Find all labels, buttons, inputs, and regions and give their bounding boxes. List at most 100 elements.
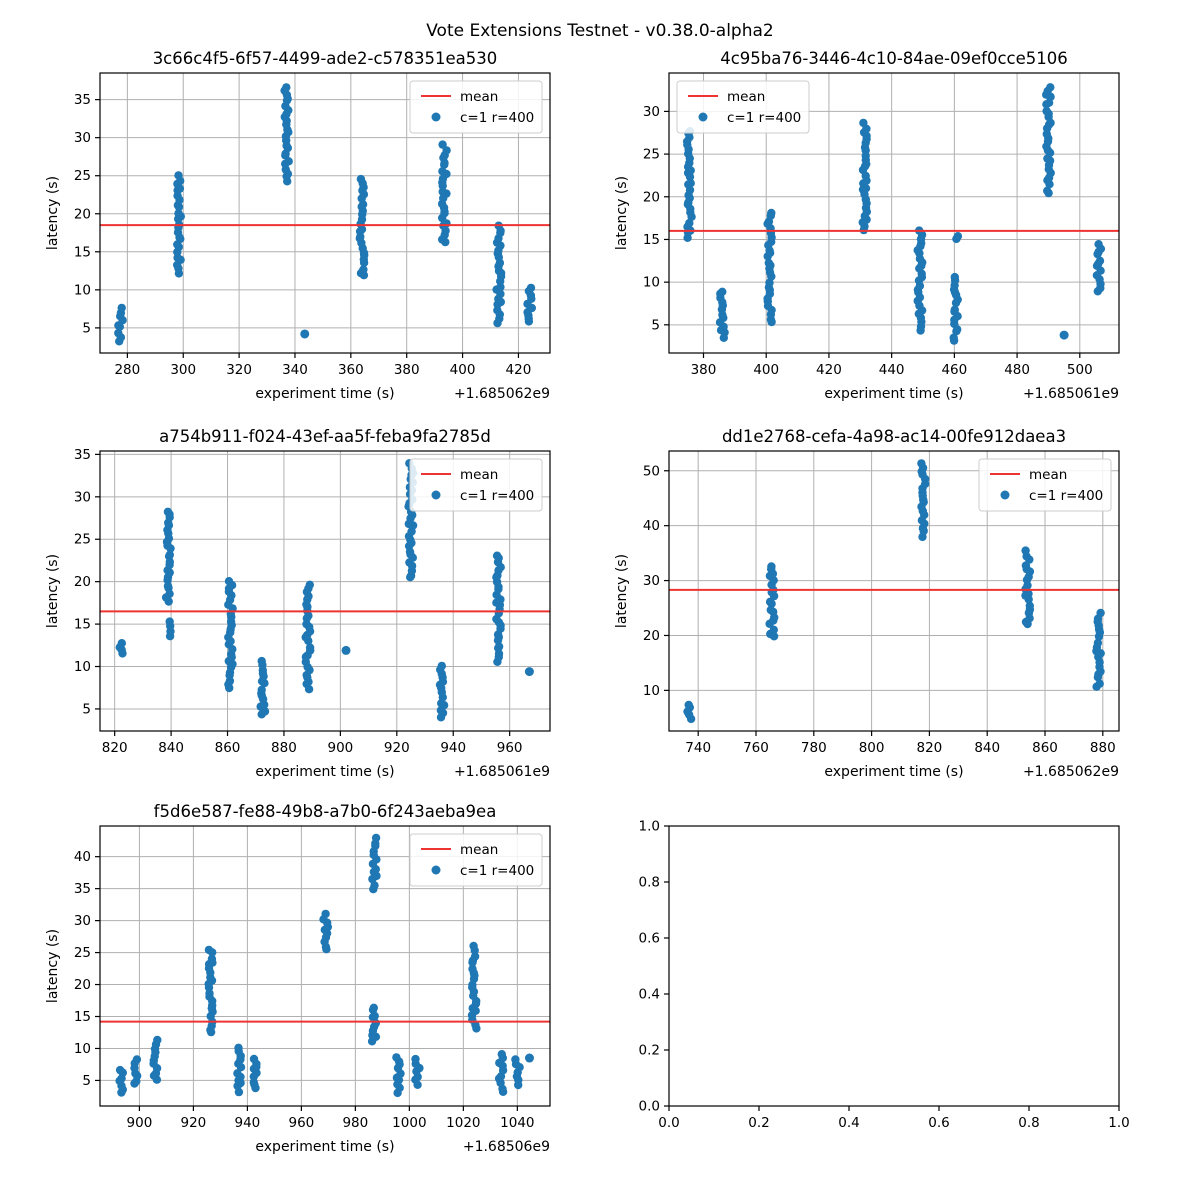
y-tick-label: 5 [651, 317, 660, 333]
x-tick-label: 940 [440, 740, 466, 756]
subplot-title: f5d6e587-fe88-49b8-a7b0-6f243aeba9ea [154, 802, 497, 821]
subplot-5: 900 920 940 960 980 1000 1020 1040 5 10 15 20 25 30 35… [45, 802, 551, 1155]
y-tick-label: 15 [74, 617, 91, 633]
scatter-point [392, 1053, 401, 1062]
scatter-point [511, 1055, 520, 1064]
scatter-point [115, 1065, 125, 1075]
x-tick-label: 1020 [446, 1115, 480, 1131]
scatter-point [117, 303, 126, 313]
x-tick-label: 280 [114, 362, 140, 378]
x-offset-label: +1.68506e9 [463, 1139, 550, 1155]
ticks: 0.0 0.2 0.4 0.6 0.8 1.0 0.0 0.2 0.4 0.6 0.8 1.0 [639, 819, 1130, 1132]
y-tick-label: 5 [82, 701, 91, 717]
x-tick-label: 1000 [392, 1115, 426, 1131]
scatter-point [1096, 608, 1105, 618]
y-tick-label: 35 [74, 447, 91, 463]
x-tick-label: 940 [234, 1115, 260, 1131]
x-tick-label: 820 [917, 740, 943, 756]
x-tick-label: 340 [282, 362, 308, 378]
scatter-point [356, 174, 366, 184]
scatter-point [767, 208, 776, 218]
x-tick-label: 420 [816, 362, 842, 378]
subplot-title: dd1e2768-cefa-4a98-ac14-00fe912daea3 [722, 427, 1066, 446]
x-tick-label: 420 [506, 362, 532, 378]
x-tick-label: 920 [181, 1115, 207, 1131]
subplot-3: 820 840 860 880 900 920 940 960 5 10 15 20 25 30 35 exp… [45, 427, 551, 780]
y-tick-label: 10 [74, 282, 91, 298]
scatter-point [492, 551, 502, 560]
ticks: 380 400 420 440 460 480 500 5 10 15 20 25 30 [643, 104, 1093, 378]
subplot-title: a754b911-f024-43ef-aa5f-feba9fa2785d [159, 427, 491, 446]
scatter-point [494, 642, 504, 651]
scatter-point [371, 833, 381, 843]
x-tick-label: 960 [288, 1115, 314, 1131]
x-tick-label: 1.0 [1108, 1115, 1129, 1131]
scatter-point [282, 83, 291, 92]
x-tick-label: 900 [127, 1115, 153, 1131]
y-tick-label: 10 [74, 659, 91, 675]
scatter-point [341, 645, 351, 655]
y-tick-label: 20 [643, 189, 660, 205]
x-tick-label: 380 [691, 362, 717, 378]
subplot-2: 380 400 420 440 460 480 500 5 10 15 20 25 30 experime… [614, 49, 1120, 402]
x-tick-label: 300 [170, 362, 196, 378]
y-tick-label: 15 [74, 1009, 91, 1025]
scatter-series [115, 833, 534, 1098]
scatter-point [234, 1043, 243, 1053]
x-tick-label: 760 [743, 740, 769, 756]
legend-mean-label: mean [727, 89, 765, 105]
scatter-point [117, 639, 127, 648]
subplot-4: 740 760 780 800 820 840 860 880 10 20 30 40 50 experi… [614, 427, 1120, 780]
scatter-point [1093, 638, 1103, 648]
legend-box [409, 80, 543, 134]
legend-series-label: c=1 r=400 [460, 863, 534, 879]
legend: mean c=1 r=400 [409, 80, 543, 134]
x-tick-label: 840 [974, 740, 1000, 756]
x-tick-label: 0.6 [928, 1115, 949, 1131]
subplot-title: 3c66c4f5-6f57-4499-ade2-c578351ea530 [153, 49, 498, 68]
legend-mean-label: mean [1029, 467, 1067, 483]
x-tick-label: 0.4 [838, 1115, 859, 1131]
scatter-point [686, 179, 695, 188]
scatter-point [359, 265, 368, 274]
x-tick-label: 740 [685, 740, 711, 756]
axes-frame [668, 450, 1120, 732]
y-tick-label: 0.8 [639, 875, 660, 891]
scatter-point [305, 643, 315, 652]
scatter-point [165, 550, 174, 559]
scatter-point [438, 140, 447, 149]
scatter-point [497, 1050, 506, 1059]
x-tick-label: 880 [1090, 740, 1116, 756]
scatter-point [233, 1069, 242, 1078]
y-tick-label: 15 [74, 244, 91, 260]
scatter-point [859, 118, 868, 128]
y-axis-label: latency (s) [614, 554, 630, 628]
scatter-point [163, 507, 173, 516]
scatter-point [1095, 679, 1104, 688]
x-offset-label: +1.685061e9 [454, 764, 550, 780]
legend: mean c=1 r=400 [409, 458, 543, 512]
scatter-point [174, 209, 183, 218]
scatter-point [411, 1054, 420, 1064]
scatter-point [153, 1035, 162, 1045]
y-tick-label: 15 [643, 232, 660, 248]
scatter-point [163, 581, 173, 591]
scatter-point [204, 945, 214, 955]
x-tick-label: 0.0 [658, 1115, 679, 1131]
x-tick-label: 860 [1032, 740, 1058, 756]
axes-frame [99, 825, 551, 1107]
legend: mean c=1 r=400 [676, 80, 810, 134]
x-tick-label: 780 [801, 740, 827, 756]
x-tick-label: 500 [1067, 362, 1093, 378]
x-tick-label: 920 [384, 740, 410, 756]
grid [669, 73, 1119, 353]
y-tick-label: 20 [74, 206, 91, 222]
scatter-point [950, 305, 959, 314]
scatter-point [496, 282, 505, 292]
x-tick-label: 0.2 [748, 1115, 769, 1131]
ticks: 900 920 940 960 980 1000 1020 1040 5 10 15 20 25 30 35… [74, 849, 535, 1131]
axes-frame [668, 72, 1120, 354]
x-axis-label: experiment time (s) [824, 764, 963, 780]
